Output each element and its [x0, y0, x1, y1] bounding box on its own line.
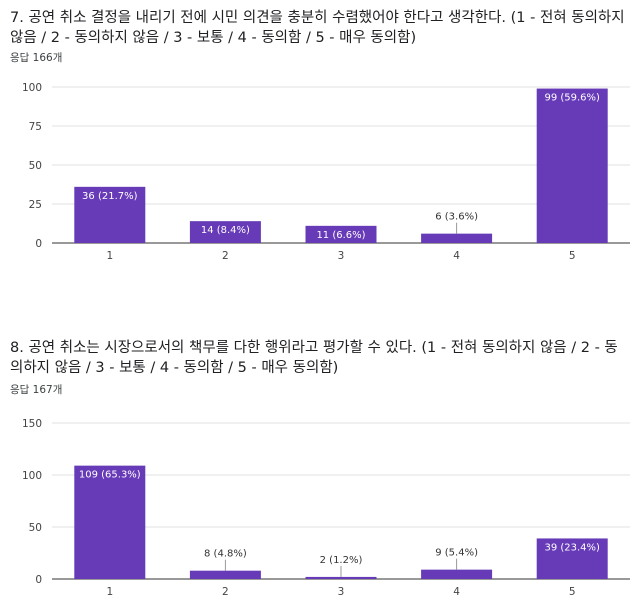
- x-tick-label: 1: [106, 250, 113, 262]
- question-8: 8. 공연 취소는 시장으로서의 책무를 다한 행위라고 평가할 수 있다. (…: [0, 338, 640, 600]
- data-label: 11 (6.6%): [316, 230, 365, 241]
- y-tick-label: 50: [29, 522, 42, 534]
- data-label: 39 (23.4%): [544, 542, 600, 553]
- question-7: 7. 공연 취소 결정을 내리기 전에 시민 의견을 충분히 수렴했어야 한다고…: [0, 8, 640, 270]
- bar[interactable]: [305, 576, 377, 579]
- data-label: 109 (65.3%): [79, 470, 141, 481]
- x-tick-label: 4: [453, 250, 460, 262]
- data-label: 99 (59.6%): [544, 93, 600, 104]
- x-tick-label: 2: [222, 250, 229, 262]
- x-tick-label: 3: [338, 250, 345, 262]
- bar[interactable]: [189, 570, 261, 579]
- bar[interactable]: [189, 221, 261, 243]
- y-tick-label: 150: [22, 418, 42, 430]
- bar[interactable]: [536, 538, 608, 579]
- bar[interactable]: [536, 88, 608, 243]
- response-count: 응답 166개: [10, 52, 63, 64]
- x-tick-label: 4: [453, 586, 460, 598]
- bar[interactable]: [74, 186, 146, 243]
- x-tick-label: 5: [569, 586, 576, 598]
- bar[interactable]: [421, 233, 493, 243]
- bar[interactable]: [74, 465, 146, 579]
- y-tick-label: 100: [22, 470, 42, 482]
- data-label: 2 (1.2%): [320, 555, 363, 566]
- data-label: 9 (5.4%): [435, 548, 478, 559]
- bar[interactable]: [421, 569, 493, 579]
- y-tick-label: 0: [35, 574, 42, 586]
- bar-chart: 0 25 50 75 100 36 (21.7%) 1 14 (8.4%) 2 11 (6.6%)…: [22, 82, 630, 262]
- y-tick-label: 100: [22, 82, 42, 94]
- question-title: 8. 공연 취소는 시장으로서의 책무를 다한 행위라고 평가할 수 있다. (…: [10, 340, 618, 376]
- data-label: 14 (8.4%): [201, 225, 250, 236]
- data-label: 8 (4.8%): [204, 549, 247, 560]
- question-title: 7. 공연 취소 결정을 내리기 전에 시민 의견을 충분히 수렴했어야 한다고…: [10, 10, 625, 46]
- y-tick-label: 50: [29, 160, 42, 172]
- y-tick-label: 25: [29, 199, 42, 211]
- response-count: 응답 167개: [10, 384, 63, 396]
- y-tick-label: 0: [35, 238, 42, 250]
- x-tick-label: 5: [569, 250, 576, 262]
- x-tick-label: 3: [338, 586, 345, 598]
- y-tick-label: 75: [29, 121, 42, 133]
- bar[interactable]: [305, 225, 377, 243]
- data-label: 6 (3.6%): [435, 212, 478, 223]
- x-tick-label: 2: [222, 586, 229, 598]
- data-label: 36 (21.7%): [82, 191, 138, 202]
- x-tick-label: 1: [106, 586, 113, 598]
